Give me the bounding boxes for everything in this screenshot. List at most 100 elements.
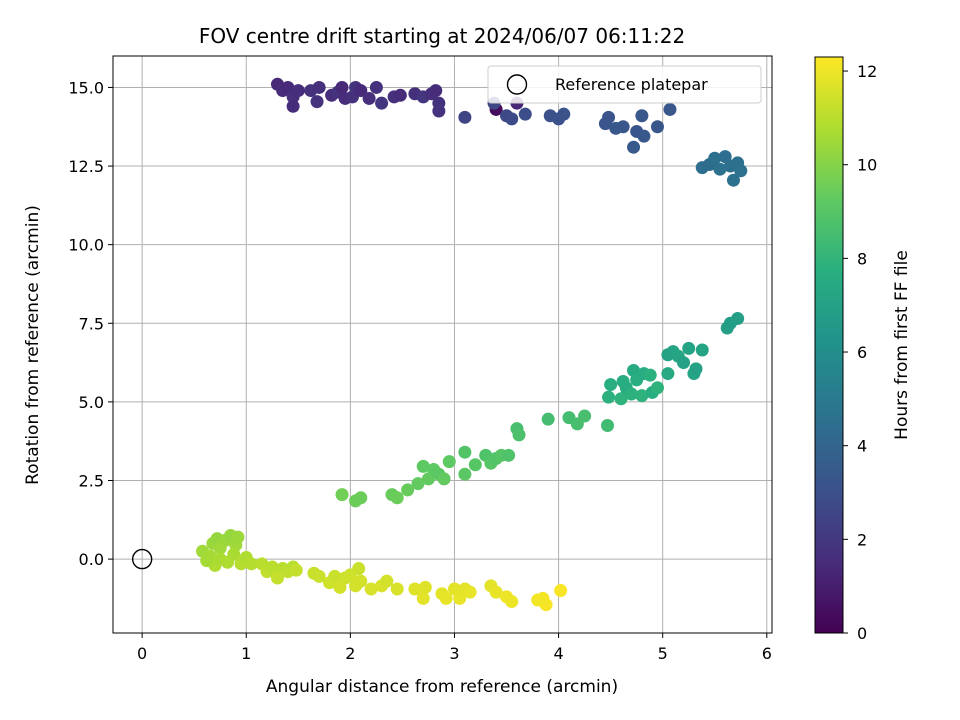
data-point [627, 140, 641, 154]
x-axis-title: Angular distance from reference (arcmin) [266, 677, 618, 697]
data-point [310, 95, 324, 109]
data-point [328, 569, 342, 583]
data-point [393, 88, 407, 102]
y-tick-label: 12.5 [68, 157, 104, 176]
colorbar-tick-label: 6 [857, 343, 867, 362]
data-point [708, 151, 722, 165]
data-point [643, 368, 657, 382]
colorbar-tick-label: 12 [857, 62, 877, 81]
x-tick-label: 4 [553, 644, 563, 663]
data-point [227, 547, 241, 561]
data-point [200, 554, 214, 568]
data-point [458, 110, 472, 124]
data-point [442, 455, 456, 469]
data-point [335, 80, 349, 94]
data-point [390, 582, 404, 596]
legend-hollow-circle-icon [506, 74, 528, 95]
data-point [244, 557, 258, 571]
data-point [231, 530, 245, 544]
data-point [518, 107, 532, 121]
data-point [650, 381, 664, 395]
x-tick-label: 3 [449, 644, 459, 663]
data-point [635, 389, 649, 403]
x-tick-label: 5 [658, 644, 668, 663]
x-tick-label: 1 [241, 644, 251, 663]
x-tick-label: 6 [762, 644, 772, 663]
data-point [349, 494, 363, 508]
data-point [637, 129, 651, 143]
x-axis-ticks: 0 1 2 3 4 5 6 [137, 633, 772, 663]
data-point [458, 467, 472, 481]
data-point [663, 102, 677, 116]
data-point [677, 356, 691, 370]
reference-marker [131, 548, 153, 570]
data-point [380, 574, 394, 588]
data-point [635, 109, 649, 123]
data-point [541, 412, 555, 426]
data-point [554, 584, 568, 598]
data-point [432, 104, 446, 118]
y-tick-label: 7.5 [79, 314, 104, 333]
data-point [458, 445, 472, 459]
data-point [557, 107, 571, 121]
data-point [505, 112, 519, 126]
y-tick-label: 15.0 [68, 78, 104, 97]
data-point [437, 472, 451, 486]
data-point [364, 582, 378, 596]
data-point [416, 591, 430, 605]
data-point [731, 312, 745, 326]
data-point [505, 595, 519, 609]
data-point [418, 580, 432, 594]
data-point [512, 428, 526, 442]
y-tick-label: 2.5 [79, 471, 104, 490]
data-point [602, 390, 616, 404]
colorbar-gradient [814, 56, 844, 634]
data-point [335, 488, 349, 502]
data-point [362, 91, 376, 105]
y-tick-label: 10.0 [68, 236, 104, 255]
x-tick-label: 2 [345, 644, 355, 663]
data-point [661, 367, 675, 381]
chart-title: FOV centre drift starting at 2024/06/07 … [199, 24, 685, 48]
data-point [536, 591, 550, 605]
data-point [468, 458, 482, 472]
data-point [616, 374, 630, 388]
colorbar-tick-label: 8 [857, 249, 867, 268]
data-point [695, 343, 709, 357]
data-point [578, 409, 592, 423]
legend-box [487, 65, 762, 104]
data-point [604, 378, 618, 392]
data-point [689, 362, 703, 376]
data-point [369, 80, 383, 94]
data-point [312, 569, 326, 583]
reference-platepar-point [131, 548, 153, 570]
colorbar-tick-label: 0 [857, 624, 867, 643]
x-tick-label: 0 [137, 644, 147, 663]
data-point [598, 117, 612, 131]
data-point [411, 477, 425, 491]
y-axis-ticks: 0.0 2.5 5.0 7.5 10.0 12.5 15.0 [68, 78, 113, 569]
data-point [291, 84, 305, 98]
data-point [713, 162, 727, 176]
data-point [489, 585, 503, 599]
data-point [463, 585, 477, 599]
data-point [270, 571, 284, 585]
y-tick-label: 0.0 [79, 550, 104, 569]
colorbar-tick-label: 4 [857, 437, 867, 456]
legend-label: Reference platepar [555, 75, 708, 94]
data-point [601, 418, 615, 432]
colorbar-tick-label: 10 [857, 156, 877, 175]
y-tick-label: 5.0 [79, 393, 104, 412]
data-point [429, 84, 443, 98]
data-point [352, 562, 366, 576]
data-point [614, 392, 628, 406]
data-point [650, 120, 664, 134]
data-point [375, 96, 389, 110]
plot-frame [112, 55, 773, 634]
data-point [624, 387, 638, 401]
data-point [416, 459, 430, 473]
data-point [734, 164, 748, 178]
data-points [196, 77, 748, 612]
data-point [390, 491, 404, 505]
